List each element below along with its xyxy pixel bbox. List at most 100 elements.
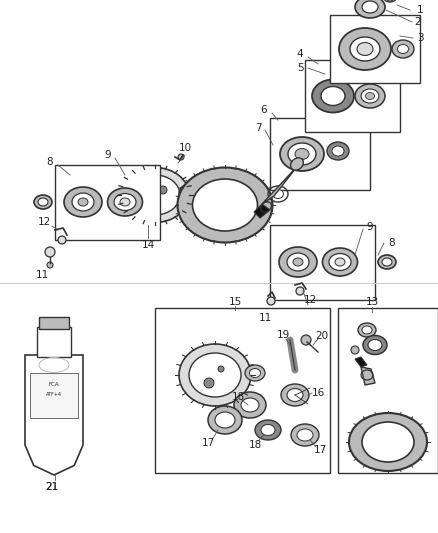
Ellipse shape xyxy=(288,143,316,165)
Ellipse shape xyxy=(64,187,102,217)
Ellipse shape xyxy=(189,353,241,397)
Ellipse shape xyxy=(121,167,189,222)
Ellipse shape xyxy=(295,149,309,159)
Bar xyxy=(30,373,78,418)
Ellipse shape xyxy=(250,368,261,377)
Text: 21: 21 xyxy=(46,482,59,492)
Ellipse shape xyxy=(114,193,136,211)
Text: 5: 5 xyxy=(297,63,303,73)
Text: 13: 13 xyxy=(365,297,378,307)
Ellipse shape xyxy=(179,184,201,202)
Ellipse shape xyxy=(357,43,373,55)
Text: 16: 16 xyxy=(311,388,325,398)
Ellipse shape xyxy=(208,406,242,434)
Ellipse shape xyxy=(332,146,344,156)
Text: 12: 12 xyxy=(37,217,51,227)
Ellipse shape xyxy=(355,0,385,18)
Ellipse shape xyxy=(398,44,409,53)
Ellipse shape xyxy=(382,258,392,266)
Text: 14: 14 xyxy=(141,240,155,250)
Text: 7: 7 xyxy=(254,123,261,133)
Ellipse shape xyxy=(368,340,382,351)
Ellipse shape xyxy=(362,422,414,462)
Text: ATF+4: ATF+4 xyxy=(46,392,62,398)
Polygon shape xyxy=(361,367,375,385)
Ellipse shape xyxy=(234,392,266,418)
Ellipse shape xyxy=(184,188,196,198)
Ellipse shape xyxy=(245,365,265,381)
Ellipse shape xyxy=(280,137,324,171)
Ellipse shape xyxy=(322,248,357,276)
Text: 17: 17 xyxy=(201,438,215,448)
Polygon shape xyxy=(355,357,367,367)
Circle shape xyxy=(204,378,214,388)
Text: 6: 6 xyxy=(261,105,267,115)
Ellipse shape xyxy=(34,195,52,209)
Text: 18: 18 xyxy=(248,440,261,450)
Ellipse shape xyxy=(281,384,309,406)
Text: 9: 9 xyxy=(367,222,373,232)
Ellipse shape xyxy=(120,198,130,206)
Text: 11: 11 xyxy=(258,313,272,323)
Ellipse shape xyxy=(384,0,396,2)
Circle shape xyxy=(58,236,66,244)
Bar xyxy=(155,308,330,473)
Text: 10: 10 xyxy=(178,143,191,153)
Bar xyxy=(39,317,69,329)
Bar xyxy=(270,225,375,300)
Text: 1: 1 xyxy=(417,5,423,15)
Ellipse shape xyxy=(335,258,345,266)
Ellipse shape xyxy=(297,429,313,441)
Circle shape xyxy=(218,366,224,372)
Bar xyxy=(305,60,400,132)
Ellipse shape xyxy=(287,389,303,401)
Ellipse shape xyxy=(365,93,374,100)
Text: 21: 21 xyxy=(46,482,59,492)
Ellipse shape xyxy=(362,1,378,13)
Text: 15: 15 xyxy=(228,297,242,307)
Ellipse shape xyxy=(350,37,380,61)
Ellipse shape xyxy=(312,79,354,112)
Bar xyxy=(55,165,160,240)
Ellipse shape xyxy=(291,424,319,446)
Text: 17: 17 xyxy=(313,445,327,455)
Circle shape xyxy=(144,182,150,188)
Bar xyxy=(37,327,71,357)
Circle shape xyxy=(267,297,275,305)
Circle shape xyxy=(142,195,152,205)
Circle shape xyxy=(178,154,184,160)
Bar xyxy=(270,118,370,190)
Ellipse shape xyxy=(192,179,258,231)
Ellipse shape xyxy=(287,253,309,271)
Ellipse shape xyxy=(355,84,385,108)
Ellipse shape xyxy=(290,158,304,170)
Text: 11: 11 xyxy=(35,270,49,280)
Ellipse shape xyxy=(72,193,94,211)
Ellipse shape xyxy=(329,254,351,271)
Polygon shape xyxy=(262,159,303,204)
Text: 2: 2 xyxy=(415,17,421,27)
Ellipse shape xyxy=(327,142,349,160)
Text: 19: 19 xyxy=(276,330,290,340)
Bar xyxy=(330,15,420,83)
Ellipse shape xyxy=(215,412,235,428)
Ellipse shape xyxy=(349,413,427,471)
Circle shape xyxy=(301,335,311,345)
Ellipse shape xyxy=(78,198,88,206)
Text: 9: 9 xyxy=(105,150,111,160)
Ellipse shape xyxy=(107,188,142,216)
Circle shape xyxy=(351,346,359,354)
Ellipse shape xyxy=(361,89,379,103)
Ellipse shape xyxy=(261,424,275,435)
Ellipse shape xyxy=(293,258,303,266)
Circle shape xyxy=(47,262,53,268)
Ellipse shape xyxy=(339,28,391,70)
Ellipse shape xyxy=(130,175,180,215)
Ellipse shape xyxy=(362,326,372,334)
Ellipse shape xyxy=(241,398,259,412)
Ellipse shape xyxy=(177,167,272,243)
Text: 12: 12 xyxy=(304,295,317,305)
Circle shape xyxy=(159,186,167,194)
Text: 3: 3 xyxy=(417,33,423,43)
Bar xyxy=(338,308,438,473)
